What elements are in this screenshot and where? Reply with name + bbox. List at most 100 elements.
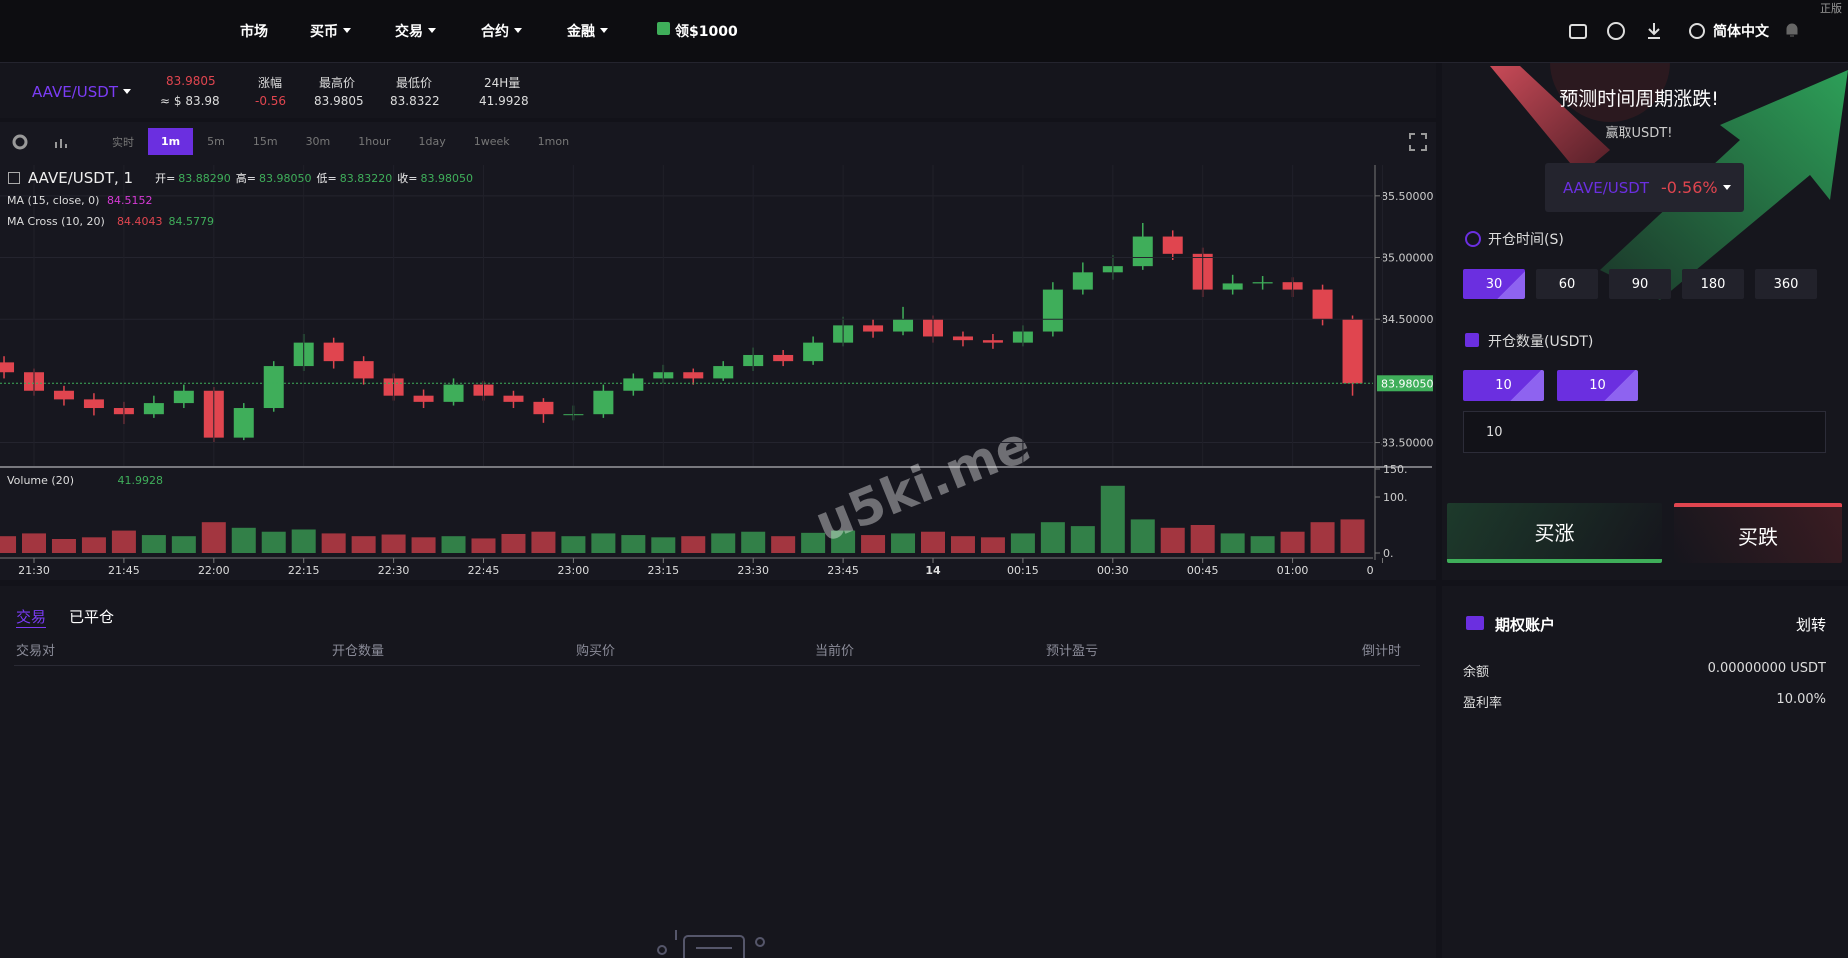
nav-item[interactable]: 金融 xyxy=(567,21,608,41)
duration-option[interactable]: 180 xyxy=(1682,269,1744,299)
orders-tab[interactable]: 交易 xyxy=(16,608,47,628)
empty-icon xyxy=(657,930,765,958)
pair-change: -0.56% xyxy=(1661,178,1731,197)
download-icon[interactable] xyxy=(1648,23,1660,39)
column-header: 购买价 xyxy=(576,644,616,659)
x-tick-label: 00:15 xyxy=(1007,564,1039,577)
candle-body xyxy=(893,319,914,332)
transfer-link[interactable]: 划转 xyxy=(1795,616,1826,634)
amount-option[interactable]: 10 xyxy=(1557,370,1638,401)
stat-value: -0.56 xyxy=(255,94,287,108)
interval-option[interactable]: 30m xyxy=(305,135,331,148)
candle-body xyxy=(503,395,524,402)
candle-body xyxy=(353,361,374,379)
nav-item[interactable]: 交易 xyxy=(395,21,436,41)
collapse-icon[interactable] xyxy=(8,172,20,184)
amount-input[interactable]: 10 xyxy=(1463,411,1826,453)
interval-option[interactable]: 1m xyxy=(148,128,194,155)
duration-option[interactable]: 60 xyxy=(1536,269,1598,299)
volume-bar xyxy=(950,536,975,553)
stat-value: 41.9928 xyxy=(479,94,529,108)
bell-icon[interactable] xyxy=(1784,21,1800,39)
pair-selector[interactable]: AAVE/USDT -0.56% xyxy=(1545,163,1744,212)
ticker-bg xyxy=(0,62,1436,118)
y-tick-label: 100. xyxy=(1383,491,1408,504)
x-tick-label: 00:30 xyxy=(1097,564,1129,577)
volume-bar xyxy=(1040,522,1065,553)
wallet-icon[interactable] xyxy=(1569,24,1587,39)
candle-body xyxy=(53,390,74,400)
account-row-label: 盈利率 xyxy=(1463,696,1503,711)
nav-item[interactable]: 市场 xyxy=(240,24,268,40)
account-bg xyxy=(1442,586,1848,958)
x-tick-label: 22:00 xyxy=(198,564,230,577)
x-tick-label: 14 xyxy=(925,564,941,577)
y-tick-label: 84.50000 xyxy=(1381,313,1434,326)
candle-body xyxy=(0,362,15,373)
interval-option[interactable]: 1hour xyxy=(358,135,391,148)
fullscreen-icon[interactable] xyxy=(1408,132,1428,152)
volume-bar xyxy=(231,527,256,553)
candle-body xyxy=(683,372,704,379)
candle-body xyxy=(1162,236,1183,254)
duration-option[interactable]: 360 xyxy=(1755,269,1817,299)
ohlc-label: 收= xyxy=(397,172,418,185)
candle-body xyxy=(443,384,464,402)
ohlc-value: 83.98050 xyxy=(420,172,473,185)
interval-option[interactable]: 1week xyxy=(473,135,510,148)
ohlc-item: 开= 83.88290 xyxy=(155,170,231,186)
candle-body xyxy=(323,342,344,362)
ticker-pair[interactable]: AAVE/USDT xyxy=(32,83,131,101)
interval-option[interactable]: 15m xyxy=(252,135,278,148)
candle-body xyxy=(143,403,164,415)
volume-bar xyxy=(771,536,796,553)
interval-option[interactable]: 实时 xyxy=(112,135,134,149)
volume-bar xyxy=(261,531,286,553)
indicator-row: MA (15, close, 0) 84.5152 xyxy=(7,190,220,211)
volume-bar xyxy=(531,531,556,553)
nav-item[interactable]: 买币 xyxy=(310,21,351,41)
gift-link[interactable]: 领$1000 xyxy=(675,24,738,40)
volume-bar xyxy=(980,537,1005,553)
candle-body xyxy=(413,395,434,402)
buy-down-button[interactable]: 买跌 xyxy=(1674,503,1842,563)
volume-bar xyxy=(22,533,46,553)
volume-bar xyxy=(1010,533,1035,553)
x-tick-label: 23:30 xyxy=(737,564,769,577)
duration-label: 开仓时间(S) xyxy=(1488,232,1564,248)
pair-name: AAVE/USDT xyxy=(1563,178,1649,197)
candle-body xyxy=(863,325,884,332)
last-price-label: 83.98050 xyxy=(1381,377,1434,390)
x-tick-label: 01:15 xyxy=(1367,564,1399,577)
globe-icon[interactable] xyxy=(1689,23,1705,39)
volume-bar xyxy=(501,533,526,553)
volume-bar xyxy=(411,537,436,553)
duration-option[interactable]: 90 xyxy=(1609,269,1671,299)
buy-up-button[interactable]: 买涨 xyxy=(1447,503,1662,563)
ohlc-value: 83.98050 xyxy=(259,172,312,185)
amount-option[interactable]: 10 xyxy=(1463,370,1544,401)
candle-body xyxy=(83,399,104,409)
candle-body xyxy=(773,354,794,362)
x-tick-label: 22:45 xyxy=(468,564,500,577)
duration-option[interactable]: 30 xyxy=(1463,269,1525,299)
volume-bar xyxy=(381,534,406,553)
indicator-value: 84.4043 xyxy=(117,215,163,228)
y-tick-label: 85.50000 xyxy=(1381,190,1434,203)
indicator-name: MA Cross (10, 20) xyxy=(7,215,105,228)
interval-option[interactable]: 5m xyxy=(207,135,225,148)
indicator-icon[interactable] xyxy=(55,139,70,148)
interval-option[interactable]: 1day xyxy=(418,135,446,148)
candle-body xyxy=(1252,282,1273,284)
chart-legend: AAVE/USDT, 1 开= 83.88290 高= 83.98050 低= 83.83… xyxy=(8,169,473,187)
nav-item[interactable]: 合约 xyxy=(481,21,522,41)
orders-tab[interactable]: 已平仓 xyxy=(69,608,115,626)
corner-label: 正版 xyxy=(1820,2,1842,15)
language[interactable]: 简体中文 xyxy=(1713,24,1769,40)
interval-option[interactable]: 1mon xyxy=(537,135,570,148)
volume-bar xyxy=(291,529,316,553)
user-icon[interactable] xyxy=(1607,22,1625,40)
settings-icon[interactable] xyxy=(12,134,28,150)
